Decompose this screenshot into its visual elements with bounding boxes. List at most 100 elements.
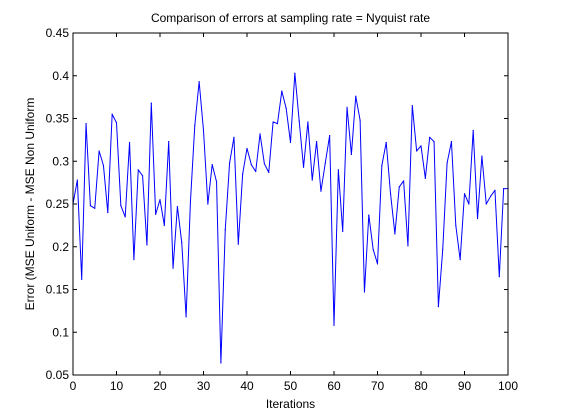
data-point <box>189 200 192 203</box>
data-point <box>429 136 431 138</box>
data-point <box>246 147 248 150</box>
data-point <box>215 181 218 183</box>
data-point <box>250 164 252 166</box>
data-point <box>155 213 157 215</box>
data-point <box>490 195 492 197</box>
y-tick-label: 0.35 <box>46 112 70 126</box>
data-point <box>446 162 448 164</box>
data-point <box>276 123 279 125</box>
data-point <box>437 306 439 308</box>
data-point <box>389 193 392 195</box>
data-point <box>207 203 209 205</box>
data-point <box>494 189 496 191</box>
data-point <box>85 123 87 125</box>
y-tick-label: 0.05 <box>46 368 70 382</box>
data-point <box>111 113 113 115</box>
data-point <box>242 173 244 175</box>
data-point <box>376 263 379 265</box>
data-point <box>285 107 287 109</box>
data-point <box>350 153 352 156</box>
data-point <box>198 81 200 83</box>
data-point <box>81 278 83 280</box>
plot-area <box>73 33 508 375</box>
data-point <box>481 155 483 157</box>
y-tick-label: 0.15 <box>46 283 70 297</box>
data-point <box>211 164 213 166</box>
data-point <box>281 90 283 92</box>
x-axis-title: Iterations <box>266 397 315 411</box>
x-tick-label: 100 <box>498 379 518 393</box>
data-point <box>150 102 152 104</box>
data-point <box>229 162 231 164</box>
x-tick-label: 10 <box>110 379 124 393</box>
data-point <box>115 122 118 124</box>
data-point <box>176 205 178 208</box>
data-point <box>159 199 161 201</box>
data-point <box>294 72 296 74</box>
data-point <box>268 171 270 173</box>
data-point <box>124 216 126 218</box>
data-point <box>168 140 170 143</box>
data-point <box>420 145 422 147</box>
data-point <box>181 241 183 244</box>
data-point <box>316 140 318 143</box>
data-point <box>476 217 479 220</box>
data-point <box>346 106 348 108</box>
data-point <box>259 133 261 135</box>
x-tick-label: 80 <box>414 379 428 393</box>
data-point <box>298 120 300 122</box>
x-tick-label: 70 <box>371 379 385 393</box>
data-point <box>411 105 413 107</box>
data-point <box>459 258 461 261</box>
data-point <box>272 121 274 123</box>
y-tick-label: 0.2 <box>52 240 69 254</box>
data-point <box>442 248 444 250</box>
data-point <box>289 141 292 144</box>
data-point <box>133 258 135 261</box>
data-point <box>355 95 357 97</box>
data-point <box>324 162 326 164</box>
x-tick-label: 20 <box>153 379 167 393</box>
data-point <box>194 124 196 126</box>
data-point <box>302 166 305 168</box>
chart-title: Comparison of errors at sampling rate = … <box>151 11 430 25</box>
y-tick-label: 0.4 <box>52 69 69 83</box>
data-point <box>472 129 474 132</box>
data-point <box>368 214 370 216</box>
y-tick-label: 0.1 <box>52 325 69 339</box>
data-point <box>89 205 91 207</box>
data-point <box>337 169 339 171</box>
data-point <box>220 362 222 364</box>
data-point <box>433 140 435 143</box>
data-point <box>102 164 105 167</box>
plot-border <box>72 32 509 376</box>
data-point <box>381 164 383 167</box>
data-point <box>407 245 409 247</box>
x-tick-label: 40 <box>240 379 254 393</box>
data-point <box>98 150 100 152</box>
data-point <box>398 186 400 188</box>
x-tick-label: 90 <box>458 379 472 393</box>
data-point <box>142 175 144 177</box>
data-point <box>163 224 165 226</box>
data-point <box>255 170 257 173</box>
data-point <box>359 119 361 121</box>
data-point <box>120 205 122 207</box>
data-point <box>403 180 405 182</box>
y-tick-label: 0.45 <box>46 26 70 40</box>
data-point <box>468 203 470 205</box>
x-tick-label: 0 <box>70 379 77 393</box>
data-point <box>76 179 78 181</box>
data-point <box>450 140 453 143</box>
data-point <box>424 177 426 179</box>
data-point <box>146 244 148 246</box>
data-point <box>333 324 335 327</box>
data-point <box>307 121 309 123</box>
data-point <box>503 188 505 190</box>
data-point <box>94 207 96 209</box>
data-point <box>137 169 139 171</box>
data-point <box>485 203 487 205</box>
data-point <box>329 135 331 137</box>
data-point <box>107 211 109 214</box>
